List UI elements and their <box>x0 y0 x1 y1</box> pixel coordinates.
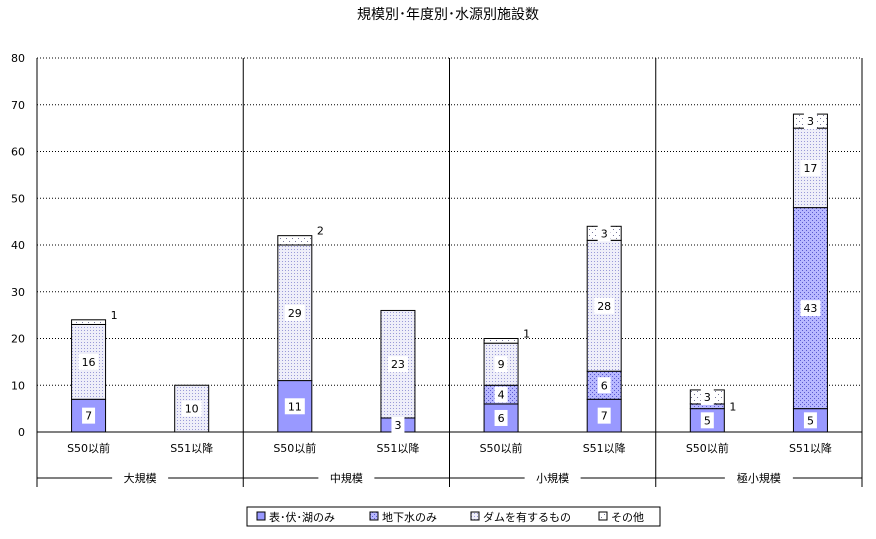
data-label-box <box>700 388 714 405</box>
bar-segment <box>483 338 519 344</box>
data-label: 7 <box>85 410 92 423</box>
data-label: 43 <box>803 302 817 315</box>
data-label-box <box>597 225 611 242</box>
y-tick-label: 60 <box>11 146 25 159</box>
legend-box <box>246 506 661 527</box>
axes: 0 10 20 30 40 50 60 70 80 大規模 中規模 小規模 極小規模 S50以前 S51以降… <box>11 52 863 487</box>
data-label-box <box>284 304 305 321</box>
legend-label: ダムを有するもの <box>483 510 571 524</box>
legend-swatch <box>598 511 608 521</box>
data-label-box <box>594 297 615 314</box>
data-label-box <box>494 356 508 373</box>
data-label: 11 <box>288 400 302 413</box>
data-label: 9 <box>498 358 505 371</box>
y-tick-label: 20 <box>11 333 25 346</box>
data-label: 5 <box>704 414 711 427</box>
data-label: 29 <box>288 307 302 320</box>
data-label-box <box>284 398 305 415</box>
x-tick-label: S50以前 <box>686 441 729 455</box>
data-label: 1 <box>729 400 736 413</box>
group-label: 極小規模 <box>737 471 781 485</box>
x-tick-label: S51以降 <box>170 441 213 455</box>
group-label: 小規模 <box>536 471 569 485</box>
bar-segment <box>277 235 313 246</box>
y-tick-label: 10 <box>11 379 25 392</box>
x-tick-label: S51以降 <box>583 441 626 455</box>
y-tick-label: 80 <box>11 52 25 65</box>
data-label: 3 <box>394 419 401 432</box>
bar-segment <box>71 319 107 325</box>
data-label-box <box>78 353 99 370</box>
legend-label: 表･伏･湖のみ <box>269 510 335 524</box>
legend-label: 地下水のみ <box>382 511 437 524</box>
data-label: 3 <box>704 391 711 404</box>
y-tick-label: 30 <box>11 286 25 299</box>
legend: 表･伏･湖のみ 地下水のみ ダムを有するもの その他 <box>246 506 661 527</box>
legend-swatch <box>369 511 379 521</box>
data-label-box <box>391 416 405 433</box>
legend-swatch <box>256 511 266 521</box>
data-label: 4 <box>498 389 505 402</box>
data-label-box <box>597 377 611 394</box>
data-label: 16 <box>82 356 96 369</box>
gridlines <box>37 57 862 386</box>
data-label-box <box>181 400 202 417</box>
y-tick-label: 70 <box>11 99 25 112</box>
data-label: 2 <box>317 225 324 238</box>
data-label: 6 <box>498 412 505 425</box>
data-label-box <box>597 407 611 424</box>
data-label: 28 <box>597 300 611 313</box>
data-label: 5 <box>807 414 814 427</box>
x-tick-label: S50以前 <box>480 441 523 455</box>
y-tick-label: 0 <box>18 426 25 439</box>
data-label-box <box>803 412 817 429</box>
data-label: 23 <box>391 358 405 371</box>
x-tick-label: S51以降 <box>376 441 419 455</box>
group-label: 中規模 <box>330 471 363 485</box>
x-tick-label: S50以前 <box>67 441 110 455</box>
data-label-box <box>82 407 96 424</box>
data-label: 1 <box>111 309 118 322</box>
data-label-box <box>494 409 508 426</box>
chart-title: 規模別･年度別･水源別施設数 <box>357 7 539 23</box>
data-label-box <box>800 159 821 176</box>
bars <box>71 113 828 433</box>
data-label-box <box>803 113 817 130</box>
data-label-box <box>494 386 508 403</box>
x-tick-label: S51以降 <box>789 441 832 455</box>
data-label-box <box>800 300 821 317</box>
data-label-box <box>700 412 714 429</box>
legend-label: その他 <box>611 511 644 524</box>
data-label: 3 <box>601 227 608 240</box>
data-label: 17 <box>803 162 817 175</box>
data-label-box <box>387 356 408 373</box>
data-label: 3 <box>807 115 814 128</box>
data-label: 7 <box>601 410 608 423</box>
data-label: 1 <box>523 328 530 341</box>
data-label: 10 <box>185 403 199 416</box>
legend-swatch <box>470 511 480 521</box>
y-tick-label: 40 <box>11 239 25 252</box>
y-tick-label: 50 <box>11 192 25 205</box>
x-tick-label: S50以前 <box>273 441 316 455</box>
data-label: 6 <box>601 379 608 392</box>
group-label: 大規模 <box>124 471 157 485</box>
